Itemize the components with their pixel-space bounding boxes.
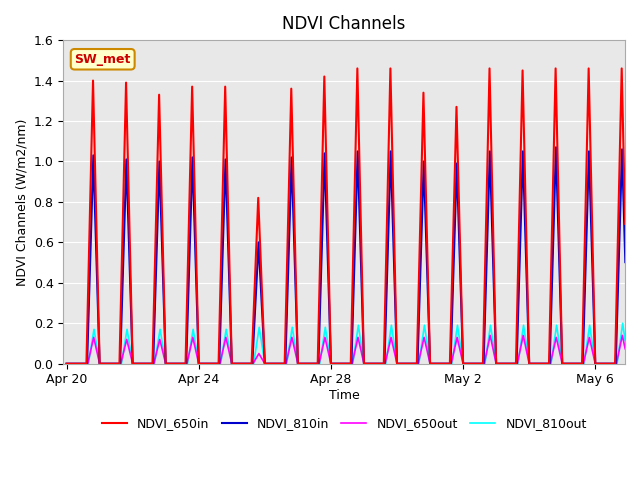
NDVI_650in bbox=[589, 283, 597, 289]
Line: NDVI_650in: NDVI_650in bbox=[67, 69, 628, 364]
NDVI_810in bbox=[625, 361, 632, 367]
Line: NDVI_810out: NDVI_810out bbox=[67, 323, 628, 364]
NDVI_810in bbox=[590, 305, 598, 311]
Legend: NDVI_650in, NDVI_810in, NDVI_650out, NDVI_810out: NDVI_650in, NDVI_810in, NDVI_650out, NDV… bbox=[97, 412, 591, 435]
Line: NDVI_810in: NDVI_810in bbox=[67, 147, 628, 364]
NDVI_810in bbox=[571, 361, 579, 367]
NDVI_810out bbox=[625, 361, 632, 367]
NDVI_650out bbox=[590, 354, 598, 360]
Line: NDVI_650out: NDVI_650out bbox=[67, 336, 628, 364]
NDVI_810in bbox=[114, 361, 122, 367]
NDVI_650out bbox=[557, 354, 564, 360]
NDVI_650in bbox=[353, 66, 361, 72]
NDVI_650out bbox=[486, 333, 494, 338]
NDVI_650in bbox=[122, 80, 130, 85]
X-axis label: Time: Time bbox=[329, 389, 360, 402]
NDVI_810in bbox=[63, 361, 70, 367]
NDVI_650in bbox=[63, 361, 70, 367]
NDVI_810in bbox=[122, 156, 130, 162]
Text: SW_met: SW_met bbox=[74, 53, 131, 66]
NDVI_810out bbox=[557, 348, 564, 354]
NDVI_650in bbox=[625, 361, 632, 367]
NDVI_810in bbox=[552, 144, 560, 150]
NDVI_810out bbox=[124, 326, 131, 332]
NDVI_810out bbox=[619, 320, 627, 326]
NDVI_810out bbox=[589, 348, 597, 354]
NDVI_650out bbox=[115, 361, 122, 367]
Y-axis label: NDVI Channels (W/m2/nm): NDVI Channels (W/m2/nm) bbox=[15, 118, 28, 286]
NDVI_650in bbox=[557, 283, 564, 289]
NDVI_810in bbox=[557, 304, 564, 310]
NDVI_650out bbox=[123, 336, 131, 342]
NDVI_810out bbox=[502, 361, 509, 367]
NDVI_650out bbox=[625, 361, 632, 367]
NDVI_650out bbox=[63, 361, 70, 367]
Title: NDVI Channels: NDVI Channels bbox=[282, 15, 406, 33]
NDVI_650out bbox=[572, 361, 579, 367]
NDVI_650in bbox=[571, 361, 579, 367]
NDVI_650out bbox=[502, 361, 510, 367]
NDVI_650in bbox=[502, 361, 509, 367]
NDVI_810out bbox=[571, 361, 579, 367]
NDVI_810out bbox=[115, 361, 123, 367]
NDVI_810in bbox=[502, 361, 509, 367]
NDVI_810out bbox=[63, 361, 70, 367]
NDVI_650in bbox=[113, 361, 121, 367]
